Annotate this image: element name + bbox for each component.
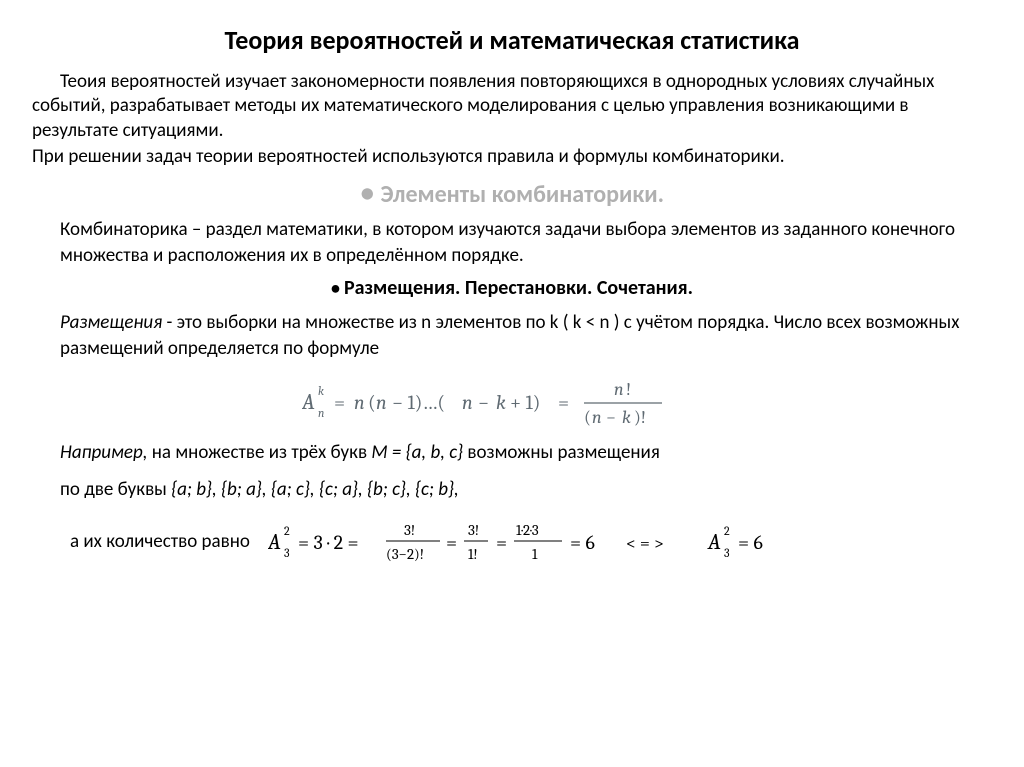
svg-text:=: = bbox=[446, 531, 457, 554]
section-heading-combinatorics: ●Элементы комбинаторики. bbox=[32, 179, 992, 209]
svg-text:< = >: < = > bbox=[626, 533, 664, 554]
example-line: Например, на множестве из трёх букв M = … bbox=[32, 441, 992, 464]
arrangements-term: Размещения bbox=[60, 311, 162, 334]
svg-text:=: = bbox=[334, 391, 345, 414]
example-before-set: на множестве из трёх букв bbox=[147, 441, 371, 464]
arrangements-definition: Размещения - это выборки на множестве из… bbox=[32, 310, 992, 361]
example-after-set: возможны размещения bbox=[463, 441, 660, 464]
page-title: Теория вероятностей и математическая ста… bbox=[32, 24, 992, 56]
pairs-list: {a; b}, {b; a}, {a; c}, {c; a}, {b; c}, … bbox=[171, 478, 459, 501]
svg-text:(: ( bbox=[368, 391, 376, 414]
bullet-icon: • bbox=[331, 277, 340, 299]
svg-text:k: k bbox=[496, 391, 506, 414]
svg-text:= 3 · 2 =: = 3 · 2 = bbox=[298, 531, 359, 554]
pairs-line: по две буквы {a; b}, {b; a}, {a; c}, {c;… bbox=[32, 478, 992, 501]
svg-text:+ 1): + 1) bbox=[510, 391, 540, 414]
svg-text:(3−2)!: (3−2)! bbox=[386, 545, 424, 563]
svg-text:−: − bbox=[606, 407, 616, 428]
svg-text:= 6: = 6 bbox=[738, 531, 763, 554]
svg-text:)!: )! bbox=[634, 407, 646, 428]
svg-text:1: 1 bbox=[532, 545, 538, 563]
document-page: Теория вероятностей и математическая ста… bbox=[0, 0, 1024, 565]
combinatorics-definition: Комбинаторика – раздел математики, в кот… bbox=[32, 217, 992, 268]
svg-text:− 1)…(: − 1)…( bbox=[392, 391, 445, 414]
svg-text:=: = bbox=[558, 391, 569, 414]
arrangements-def-tail: - это выборки на множестве из n элементо… bbox=[162, 311, 769, 334]
bullet-icon: ● bbox=[360, 179, 375, 208]
count-line: а их количество равно A 2 3 = 3 · 2 = 3!… bbox=[32, 517, 992, 565]
svg-text:=: = bbox=[496, 531, 507, 554]
intro-text-1: Теоия вероятностей изучает закономерност… bbox=[32, 70, 934, 142]
svg-text:3!: 3! bbox=[404, 521, 415, 539]
intro-paragraph-1: Теоия вероятностей изучает закономерност… bbox=[32, 70, 992, 143]
pairs-lead: по две буквы bbox=[60, 478, 171, 501]
svg-text:n: n bbox=[592, 407, 602, 428]
count-formula-svg: A 2 3 = 3 · 2 = 3! (3−2)! = 3! 1! = 1·2·… bbox=[268, 517, 888, 565]
svg-text:k: k bbox=[622, 407, 631, 428]
svg-text:A: A bbox=[268, 529, 281, 555]
svg-text:−: − bbox=[478, 391, 489, 414]
svg-text:3!: 3! bbox=[468, 521, 479, 539]
svg-text:n: n bbox=[354, 391, 365, 414]
formula-svg: A k n = n ( n − 1)…( n − k + 1) = n ! ( … bbox=[302, 373, 722, 429]
svg-text:3: 3 bbox=[724, 546, 730, 560]
intro-paragraph-2: При решении задач теории вероятностей ис… bbox=[32, 145, 992, 169]
svg-text:n: n bbox=[376, 391, 387, 414]
svg-text:n: n bbox=[614, 379, 624, 400]
subsection-heading: •Размещения. Перестановки. Сочетания. bbox=[32, 276, 992, 300]
svg-text:A: A bbox=[707, 529, 721, 555]
svg-text:n: n bbox=[318, 406, 324, 420]
svg-text:1·2·3: 1·2·3 bbox=[516, 521, 539, 539]
count-lead: а их количество равно bbox=[70, 530, 250, 553]
svg-text:2: 2 bbox=[284, 524, 290, 538]
example-lead: Например, bbox=[60, 441, 147, 464]
arrangements-formula: A k n = n ( n − 1)…( n − k + 1) = n ! ( … bbox=[32, 373, 992, 429]
svg-text:n: n bbox=[462, 391, 473, 414]
svg-text:k: k bbox=[318, 384, 324, 398]
svg-text:!: ! bbox=[626, 379, 631, 400]
svg-text:A: A bbox=[302, 389, 315, 415]
svg-text:1!: 1! bbox=[468, 545, 478, 563]
example-set-M: M = {a, b, c} bbox=[371, 441, 463, 464]
svg-text:2: 2 bbox=[724, 524, 730, 538]
svg-text:= 6: = 6 bbox=[570, 531, 595, 554]
svg-text:3: 3 bbox=[284, 546, 290, 560]
svg-text:(: ( bbox=[584, 407, 591, 428]
subsection-heading-text: Размещения. Перестановки. Сочетания. bbox=[344, 276, 693, 300]
section-heading-text: Элементы комбинаторики. bbox=[380, 180, 664, 209]
